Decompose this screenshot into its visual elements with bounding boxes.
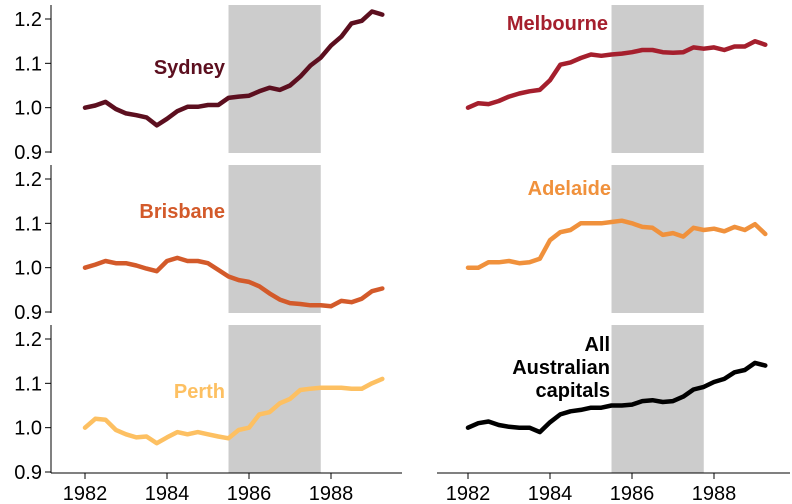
shaded-period [228, 325, 321, 473]
y-tick-label: 1.1 [14, 373, 42, 395]
y-tick-label: 0.9 [14, 302, 42, 324]
x-tick-label: 1986 [227, 483, 272, 504]
series-label: Australian [512, 357, 610, 379]
shaded-period [228, 165, 321, 313]
shaded-period [228, 5, 321, 153]
series-line-melbourne [465, 38, 768, 110]
series-line-perth [82, 376, 385, 446]
series-label: Sydney [154, 57, 226, 79]
series-line-adelaide [465, 218, 768, 270]
series-line-brisbane [82, 255, 385, 309]
y-tick-label: 1.2 [14, 9, 42, 31]
series-label: capitals [536, 380, 610, 402]
x-tick-label: 1986 [610, 483, 655, 504]
y-tick-label: 1.1 [14, 53, 42, 75]
x-axis-right: 1982 1984 1986 1988 [437, 472, 790, 504]
panel-brisbane: 0.9 1.0 1.1 1.2 Brisbane [14, 165, 385, 324]
series-line-all-australian-capitals [465, 360, 768, 435]
shaded-period [611, 5, 704, 153]
y-tick-label: 1.0 [14, 258, 42, 280]
x-tick-label: 1982 [446, 483, 491, 504]
y-tick-label: 1.0 [14, 98, 42, 120]
series-line-sydney [82, 9, 385, 128]
series-label: Melbourne [507, 13, 608, 35]
panel-melbourne: Melbourne [465, 5, 768, 153]
x-tick-label: 1984 [145, 483, 190, 504]
y-tick-label: 1.0 [14, 418, 42, 440]
series-label: All [584, 334, 610, 356]
x-tick-label: 1988 [692, 483, 737, 504]
y-tick-label: 1.1 [14, 213, 42, 235]
x-tick-label: 1988 [309, 483, 354, 504]
y-tick-label: 0.9 [14, 142, 42, 164]
series-label: Perth [174, 381, 225, 403]
panel-perth: 0.9 1.0 1.1 1.2 Perth [14, 325, 385, 484]
x-axis-left: 1982 1984 1986 1988 [51, 472, 402, 504]
y-tick-label: 0.9 [14, 462, 42, 484]
series-label: Adelaide [528, 178, 611, 200]
panel-adelaide: Adelaide [465, 165, 768, 313]
series-label: Brisbane [139, 201, 225, 223]
y-tick-label: 1.2 [14, 169, 42, 191]
panel-sydney: 0.9 1.0 1.1 1.2 Sydney [14, 5, 385, 164]
shaded-period [611, 165, 704, 313]
x-tick-label: 1982 [63, 483, 108, 504]
x-tick-label: 1984 [528, 483, 573, 504]
y-tick-label: 1.2 [14, 329, 42, 351]
